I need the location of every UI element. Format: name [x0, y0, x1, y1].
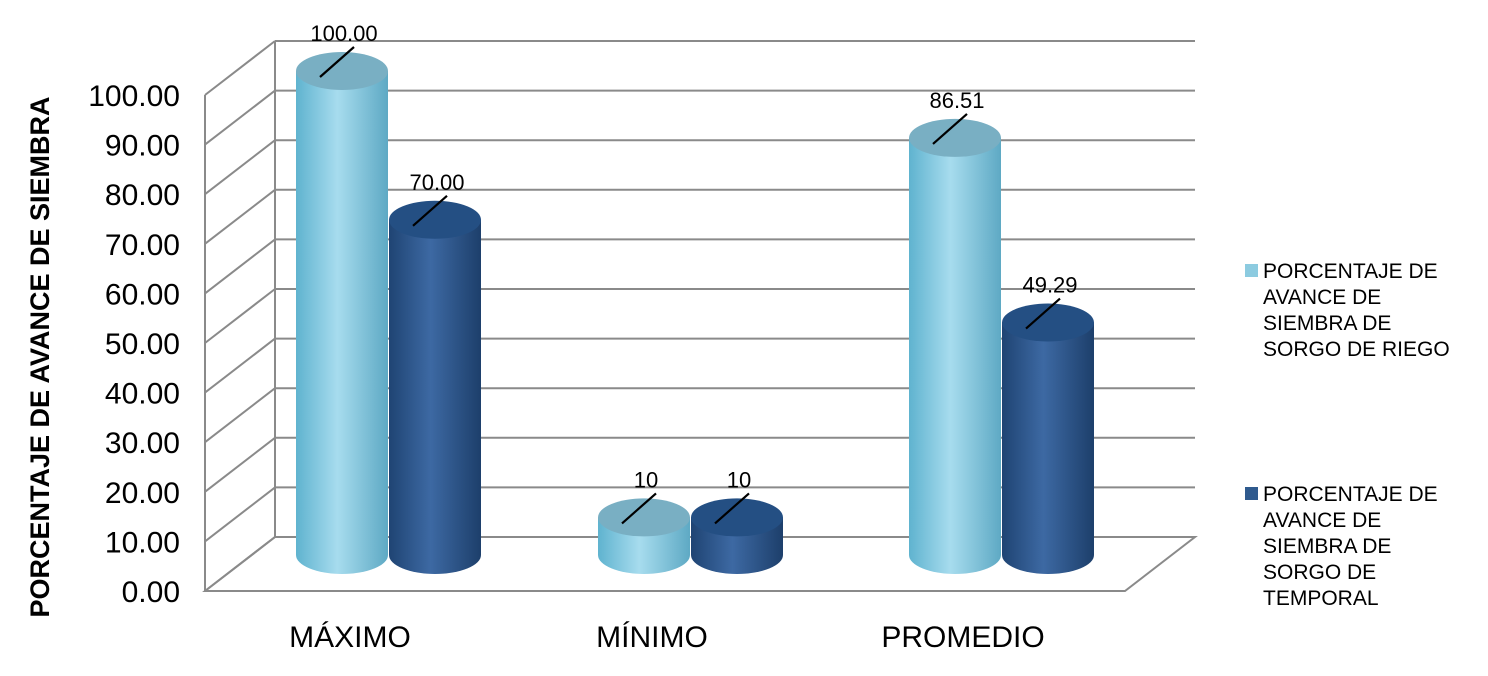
y-axis: 0.00 10.00 20.00 30.00 40.00 50.00 60.00 70.00 8… — [88, 80, 180, 609]
legend-item: PORCENTAJE DE AVANCE DE SIEMBRA DE SORGO DE… — [1245, 483, 1438, 610]
bar-top — [389, 200, 481, 239]
data-label: 70.00 — [409, 170, 464, 195]
y-tick-label: 20.00 — [105, 477, 180, 510]
legend-label: TEMPORAL — [1263, 587, 1379, 610]
gridline-diagonal — [204, 139, 276, 195]
data-label-leader — [412, 194, 448, 227]
legend-label: SIEMBRA DE — [1263, 312, 1391, 335]
bar: 86.51 — [909, 88, 1001, 574]
y-tick-label: 100.00 — [88, 80, 180, 113]
gridline-diagonal — [204, 437, 276, 493]
y-axis-title: PORCENTAJE DE AVANCE DE SIEMBRA — [25, 96, 55, 617]
legend-label: PORCENTAJE DE — [1263, 260, 1438, 283]
gridline-diagonal — [204, 89, 276, 146]
legend-swatch — [1245, 487, 1258, 500]
gridline-diagonal — [204, 189, 276, 245]
legend-swatch — [1245, 264, 1258, 277]
y-tick-label: 10.00 — [105, 526, 180, 559]
y-tick-label: 0.00 — [122, 576, 180, 609]
bars: 100.00 70.00 10 10 86.51 49.29 — [296, 21, 1094, 575]
legend: PORCENTAJE DE AVANCE DE SIEMBRA DE SORGO DE… — [1245, 260, 1450, 610]
bar: 10 — [691, 467, 783, 574]
data-label: 10 — [634, 467, 658, 492]
bar-body — [1002, 322, 1094, 574]
legend-label: SORGO DE — [1263, 561, 1376, 584]
data-label: 100.00 — [310, 21, 377, 46]
data-label: 10 — [727, 467, 751, 492]
data-label: 86.51 — [929, 88, 984, 113]
data-label-leader — [1025, 297, 1061, 330]
x-axis: MÁXIMO MÍNIMO PROMEDIO — [289, 621, 1045, 654]
bar-top — [296, 52, 388, 90]
bar: 49.29 — [1002, 273, 1094, 574]
gridline-diagonal — [204, 387, 276, 443]
bar-top — [691, 498, 783, 537]
gridline-diagonal — [204, 40, 276, 96]
y-tick-label: 70.00 — [105, 229, 180, 262]
data-label-leader — [932, 113, 968, 145]
legend-label: SORGO DE RIEGO — [1263, 338, 1450, 361]
gridline-diagonal — [204, 536, 276, 592]
x-tick-label: MÁXIMO — [289, 621, 411, 654]
data-label: 49.29 — [1022, 273, 1077, 298]
y-tick-label: 30.00 — [105, 427, 180, 460]
legend-item: PORCENTAJE DE AVANCE DE SIEMBRA DE SORGO DE… — [1245, 260, 1450, 361]
bar-body — [296, 71, 388, 574]
y-tick-label: 90.00 — [105, 130, 180, 163]
bar-top — [598, 498, 690, 537]
x-tick-label: PROMEDIO — [881, 621, 1044, 654]
data-label-leader — [621, 492, 657, 525]
bar-top — [1002, 303, 1094, 342]
y-tick-label: 40.00 — [105, 378, 180, 411]
legend-label: SIEMBRA DE — [1263, 535, 1391, 558]
bar: 10 — [598, 467, 690, 574]
bar: 70.00 — [389, 170, 481, 575]
gridline-diagonal — [204, 238, 276, 295]
legend-label: AVANCE DE — [1263, 509, 1381, 532]
y-tick-label: 50.00 — [105, 328, 180, 361]
bar-body — [389, 219, 481, 575]
gridline-diagonal — [204, 288, 276, 344]
data-label-leader — [319, 46, 355, 78]
data-label-leader — [714, 492, 750, 525]
legend-label: AVANCE DE — [1263, 286, 1381, 309]
gridline-diagonal — [204, 486, 276, 543]
gridline-diagonal — [204, 337, 276, 394]
y-tick-label: 80.00 — [105, 179, 180, 212]
bar: 100.00 — [296, 21, 388, 574]
legend-label: PORCENTAJE DE — [1263, 483, 1438, 506]
y-tick-label: 60.00 — [105, 278, 180, 311]
bar-top — [909, 118, 1001, 157]
bar-body — [909, 137, 1001, 574]
x-tick-label: MÍNIMO — [596, 621, 708, 654]
